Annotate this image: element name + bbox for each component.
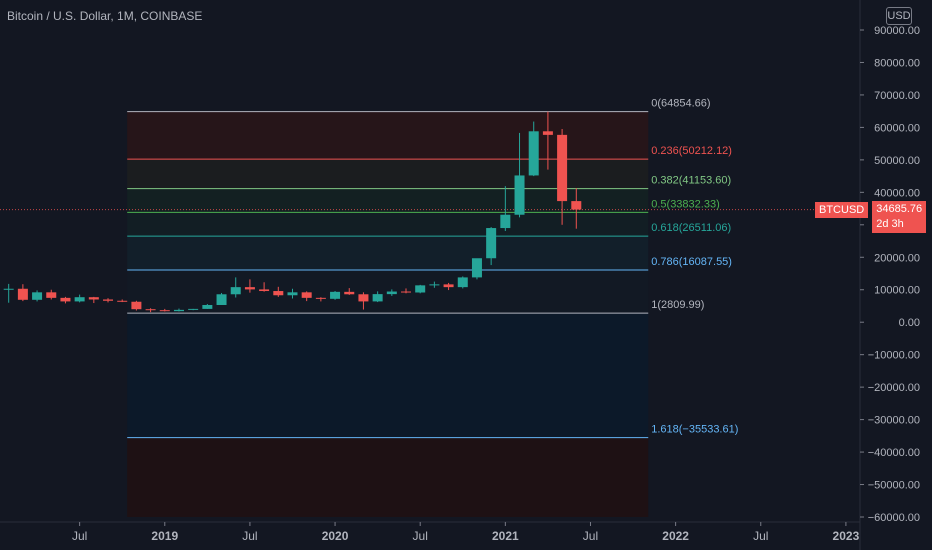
fib-level-label: 0.618(26511.06) — [651, 222, 731, 234]
y-tick-label: 20000.00 — [874, 252, 920, 264]
fib-zone — [127, 212, 649, 237]
x-tick-label: 2022 — [662, 529, 689, 543]
candle-body — [145, 309, 156, 311]
candle-body — [159, 310, 170, 312]
last-price-tag: BTCUSD 34685.76 2d 3h — [815, 201, 927, 233]
x-tick-label: Jul — [753, 529, 768, 543]
price-tag-values: 34685.76 2d 3h — [872, 201, 927, 233]
y-tick-label: −30000.00 — [868, 415, 920, 427]
y-tick-label: −50000.00 — [868, 480, 920, 492]
y-tick-label: 10000.00 — [874, 285, 920, 297]
x-tick-label: 2023 — [833, 529, 860, 543]
y-tick-label: 50000.00 — [874, 155, 920, 167]
x-tick-label: Jul — [413, 529, 428, 543]
fib-zone — [127, 159, 649, 189]
fib-zone — [127, 188, 649, 213]
candle-body — [557, 134, 568, 202]
candle-body — [117, 300, 128, 302]
candle-body — [244, 287, 255, 290]
chart-title: Bitcoin / U.S. Dollar, 1M, COINBASE — [7, 9, 203, 23]
fib-level-label: 0.786(16087.55) — [651, 256, 732, 268]
candle-body — [230, 287, 241, 295]
candle-body — [216, 294, 227, 305]
candle-body — [32, 292, 43, 300]
y-tick-label: 0.00 — [899, 317, 920, 329]
fib-level-label: 0(64854.66) — [651, 98, 710, 110]
x-tick-label: Jul — [242, 529, 257, 543]
x-tick-label: 2019 — [151, 529, 178, 543]
candle-body — [401, 291, 412, 293]
fib-zone-lower — [127, 437, 649, 517]
candle-body — [514, 175, 525, 215]
candle-body — [372, 294, 383, 302]
candle-body — [415, 285, 426, 293]
candle-body — [429, 284, 440, 286]
candle-body — [344, 291, 355, 295]
y-tick-label: −20000.00 — [868, 382, 920, 394]
x-tick-label: Jul — [583, 529, 598, 543]
candle-body — [386, 291, 397, 295]
fib-level-label: 0.382(41153.60) — [651, 175, 731, 187]
fib-level-label: 0.236(50212.12) — [651, 145, 732, 157]
candle-body — [88, 297, 99, 300]
candle-body — [202, 304, 213, 309]
candle-body — [486, 228, 497, 259]
candle-body — [443, 284, 454, 288]
candle-body — [330, 291, 341, 299]
currency-button[interactable]: USD — [886, 7, 912, 25]
x-tick-label: 2021 — [492, 529, 519, 543]
candle-body — [17, 288, 28, 300]
candle-body — [358, 294, 369, 302]
candle-body — [471, 258, 482, 278]
candle-body — [315, 297, 326, 299]
candle-body — [273, 291, 284, 296]
candle-body — [131, 301, 142, 310]
y-tick-label: −60000.00 — [868, 512, 920, 524]
candle-body — [301, 292, 312, 298]
y-tick-label: 90000.00 — [874, 25, 920, 37]
price-tag-countdown: 2d 3h — [876, 218, 904, 230]
y-tick-label: 70000.00 — [874, 90, 920, 102]
candle-body — [3, 288, 14, 290]
candle-body — [528, 131, 539, 176]
candle-body — [457, 277, 468, 288]
candle-body — [46, 292, 57, 298]
fib-level-label: 1.618(−35533.61) — [651, 424, 738, 436]
candle-body — [287, 292, 298, 296]
y-tick-label: −10000.00 — [868, 350, 920, 362]
fib-level-label: 1(2809.99) — [651, 299, 704, 311]
candle-body — [188, 308, 199, 310]
price-tag-symbol: BTCUSD — [815, 202, 869, 218]
fib-zone — [127, 236, 649, 270]
candle-body — [103, 299, 114, 301]
y-tick-label: 80000.00 — [874, 57, 920, 69]
price-tag-price: 34685.76 — [876, 203, 923, 215]
candle-body — [500, 214, 511, 229]
candle-body — [259, 289, 270, 292]
y-tick-label: 60000.00 — [874, 122, 920, 134]
fib-zone — [127, 313, 649, 438]
fib-level-label: 0.5(33832.33) — [651, 198, 720, 210]
y-tick-label: 40000.00 — [874, 187, 920, 199]
candle-body — [571, 201, 582, 210]
candle-body — [542, 131, 553, 135]
candle-body — [173, 309, 184, 312]
y-tick-label: −40000.00 — [868, 447, 920, 459]
x-tick-label: Jul — [72, 529, 87, 543]
candle-body — [60, 297, 71, 302]
candle-body — [74, 297, 85, 302]
fib-zone — [127, 111, 649, 160]
x-tick-label: 2020 — [322, 529, 349, 543]
